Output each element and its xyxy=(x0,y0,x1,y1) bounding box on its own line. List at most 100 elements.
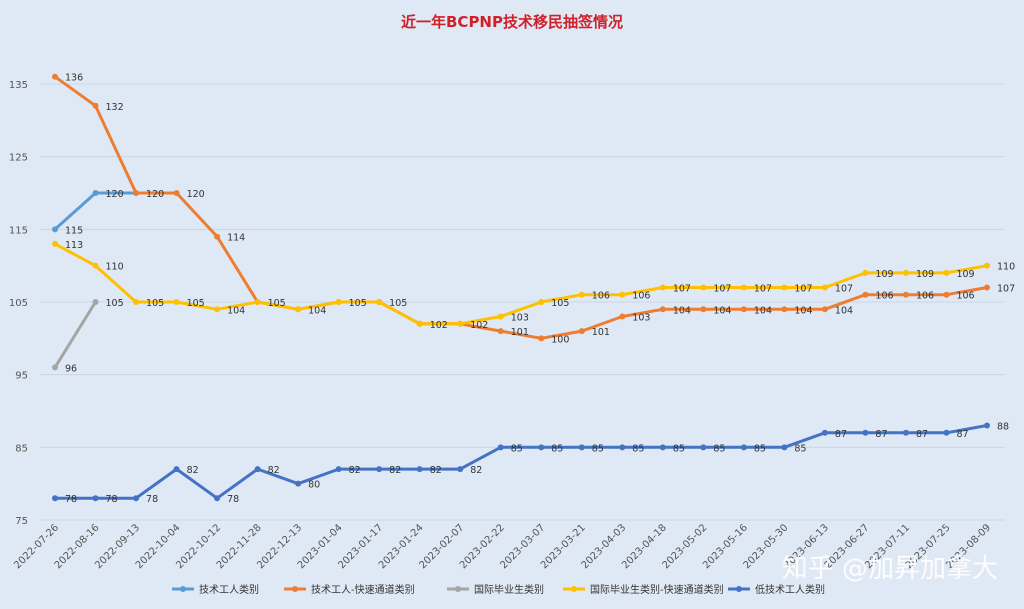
data-label: 106 xyxy=(632,291,650,302)
data-point xyxy=(133,190,140,196)
data-label: 105 xyxy=(187,298,205,309)
legend-marker xyxy=(571,586,577,592)
data-point xyxy=(943,429,950,436)
data-point xyxy=(173,299,180,305)
data-point xyxy=(376,466,383,473)
data-point xyxy=(52,73,58,80)
data-label: 85 xyxy=(754,443,766,454)
legend-label: 低技术工人类别 xyxy=(755,583,825,596)
data-point xyxy=(457,466,464,473)
data-label: 82 xyxy=(389,465,401,476)
data-point xyxy=(821,284,828,291)
data-point xyxy=(740,284,747,291)
series-line xyxy=(55,424,988,500)
y-tick-label: 115 xyxy=(9,225,28,236)
data-point xyxy=(538,299,545,305)
data-label: 104 xyxy=(754,305,772,316)
legend-label: 国际毕业生类别-快速通道类别 xyxy=(590,583,724,596)
data-point xyxy=(619,444,626,451)
data-label: 110 xyxy=(106,262,124,273)
watermark-text: 知乎 @加昇加拿大 xyxy=(782,554,998,584)
data-label: 87 xyxy=(875,429,887,440)
data-point xyxy=(92,190,99,196)
series-line xyxy=(53,301,97,369)
data-label: 109 xyxy=(916,269,934,280)
data-label: 107 xyxy=(997,283,1015,294)
data-label: 120 xyxy=(187,189,205,200)
data-label: 85 xyxy=(592,443,604,454)
data-point xyxy=(92,495,99,502)
data-label: 120 xyxy=(106,189,124,200)
data-label: 87 xyxy=(916,429,928,440)
data-label: 115 xyxy=(65,225,83,236)
series-3: 113 110 105 105 104 105 104 105 105 102 102 103 105 1… xyxy=(52,240,1015,331)
legend-marker xyxy=(455,586,461,592)
data-label: 103 xyxy=(511,313,529,324)
y-tick-label: 105 xyxy=(9,298,28,309)
data-label: 85 xyxy=(551,443,563,454)
grid-lines xyxy=(40,83,1005,521)
data-point xyxy=(52,226,58,233)
data-point xyxy=(52,364,58,371)
data-label: 109 xyxy=(875,269,893,280)
data-point xyxy=(984,262,990,269)
data-point xyxy=(700,444,707,451)
data-point xyxy=(578,328,585,335)
data-point xyxy=(335,466,342,473)
series-line xyxy=(54,242,988,326)
data-label: 106 xyxy=(592,291,610,302)
data-label: 78 xyxy=(106,494,118,505)
data-point xyxy=(619,313,626,320)
series-line xyxy=(53,191,136,231)
data-point xyxy=(92,262,99,269)
data-label: 85 xyxy=(713,443,725,454)
legend-label: 技术工人类别 xyxy=(199,583,259,596)
data-label: 78 xyxy=(146,494,158,505)
data-label: 104 xyxy=(673,305,691,316)
legend-item: 低技术工人类别 xyxy=(728,583,825,596)
data-point xyxy=(214,495,221,502)
data-label: 105 xyxy=(389,298,407,309)
data-point xyxy=(943,269,950,276)
data-point xyxy=(700,306,707,313)
data-label: 85 xyxy=(794,443,806,454)
data-label: 114 xyxy=(227,233,245,244)
data-point xyxy=(781,306,788,313)
y-axis: 75 85 95 105 115 125 135 xyxy=(9,80,28,527)
data-point xyxy=(497,313,504,320)
legend-label: 国际毕业生类别 xyxy=(474,583,544,596)
data-point xyxy=(862,291,869,298)
y-tick-label: 85 xyxy=(15,443,28,454)
data-label: 105 xyxy=(146,298,164,309)
data-label: 107 xyxy=(754,283,772,294)
data-point xyxy=(173,466,180,473)
data-label: 105 xyxy=(349,298,367,309)
legend-label: 技术工人-快速通道类别 xyxy=(311,583,415,596)
data-label: 102 xyxy=(430,320,448,331)
data-point xyxy=(902,429,909,436)
series-line xyxy=(54,75,988,340)
data-point xyxy=(619,291,626,298)
y-tick-label: 135 xyxy=(9,80,28,91)
data-point xyxy=(214,233,221,240)
data-label: 104 xyxy=(794,305,812,316)
data-label: 104 xyxy=(308,305,326,316)
data-label: 102 xyxy=(470,320,488,331)
data-label: 78 xyxy=(65,494,77,505)
data-point xyxy=(416,466,423,473)
data-point xyxy=(52,240,58,247)
data-point xyxy=(497,444,504,451)
data-point xyxy=(984,422,990,429)
y-tick-label: 75 xyxy=(15,516,28,527)
data-point xyxy=(538,335,545,342)
data-point xyxy=(659,284,666,291)
data-label: 109 xyxy=(956,269,974,280)
legend-item: 国际毕业生类别-快速通道类别 xyxy=(563,583,724,596)
legend-marker xyxy=(292,586,298,592)
data-point xyxy=(659,444,666,451)
y-tick-label: 125 xyxy=(9,153,28,164)
data-label: 101 xyxy=(511,327,529,338)
data-point xyxy=(740,306,747,313)
